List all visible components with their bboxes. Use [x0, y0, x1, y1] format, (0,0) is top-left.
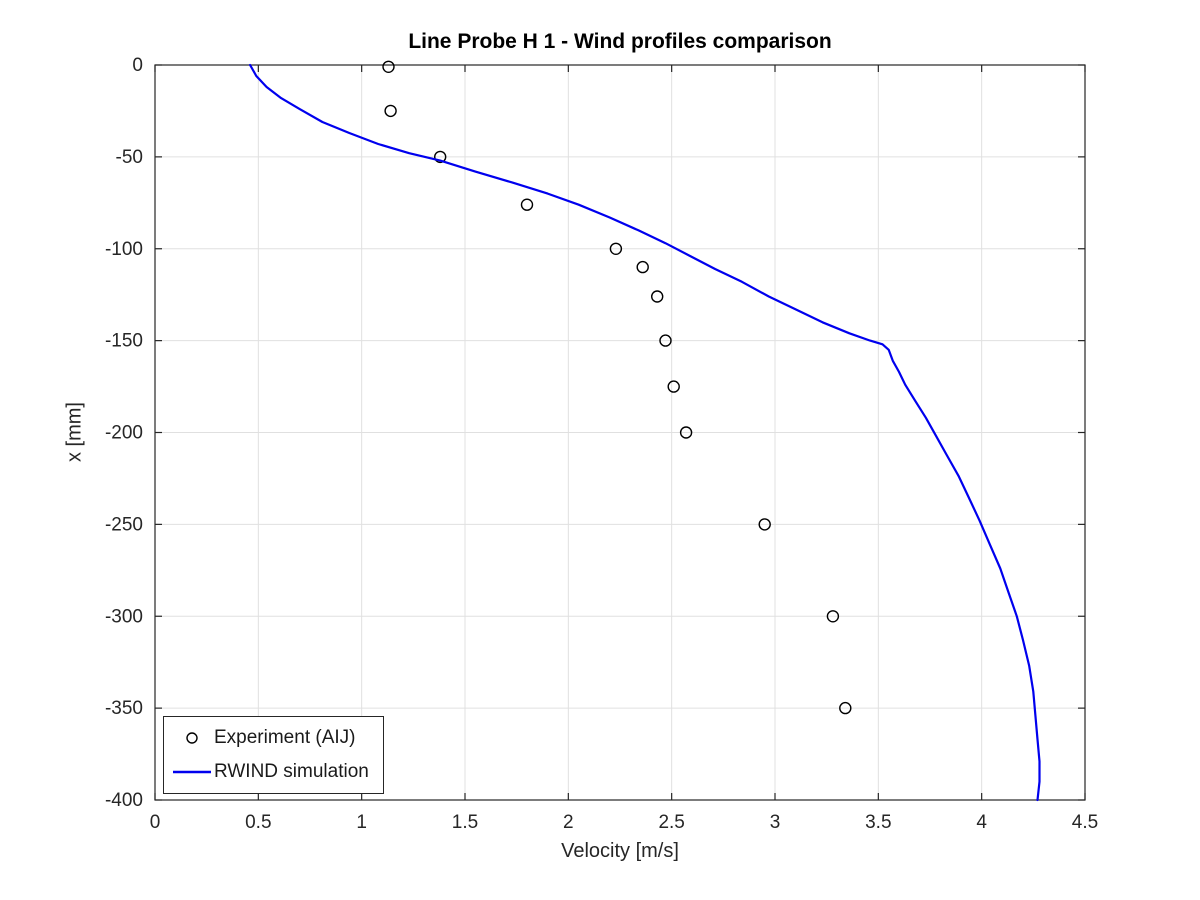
y-tick-label: -250: [105, 514, 143, 535]
y-tick-label: -50: [116, 147, 143, 168]
experiment-point: [520, 198, 534, 211]
y-tick-label: -200: [105, 423, 143, 444]
experiment-point: [609, 242, 623, 256]
experiment-point: [667, 380, 680, 393]
x-tick-label: 0.5: [245, 812, 271, 833]
y-tick-label: -300: [105, 606, 143, 627]
y-tick-label: -100: [105, 239, 143, 260]
experiment-point: [826, 610, 840, 623]
x-axis-label: Velocity [m/s]: [561, 840, 679, 862]
x-tick-label: 3: [770, 812, 781, 833]
experiment-point: [679, 426, 693, 439]
x-tick-label: 4.5: [1072, 812, 1098, 833]
legend-item-label: Experiment (AIJ): [214, 727, 356, 748]
legend-item-rwind: RWIND simulation: [170, 756, 369, 788]
x-tick-label: 1.5: [452, 812, 478, 833]
x-tick-label: 3.5: [865, 812, 891, 833]
experiment-point: [839, 701, 852, 715]
experiment-point: [636, 260, 649, 274]
experiment-point: [434, 150, 447, 164]
y-tick-label: -400: [105, 790, 143, 811]
y-tick-label: 0: [132, 55, 143, 76]
x-tick-label: 4: [976, 812, 987, 833]
y-tick-label: -150: [105, 331, 143, 352]
legend-item-label: RWIND simulation: [214, 761, 369, 782]
line-sample-icon: [170, 762, 214, 782]
experiment-point: [382, 60, 395, 74]
y-tick-label: -350: [105, 698, 143, 719]
chart-title: Line Probe H 1 - Wind profiles compariso…: [408, 30, 832, 53]
x-tick-label: 0: [150, 812, 161, 833]
rwind-simulation-line: [249, 63, 1041, 802]
experiment-point: [384, 104, 397, 118]
experiment-point: [651, 290, 664, 303]
x-tick-label: 2: [563, 812, 574, 833]
legend-box: Experiment (AIJ) RWIND simulation: [163, 716, 384, 794]
y-axis-label: x [mm]: [63, 402, 86, 462]
x-tick-label: 2.5: [658, 812, 684, 833]
legend-item-experiment: Experiment (AIJ): [170, 722, 369, 754]
experiment-point: [758, 518, 771, 531]
experiment-point: [659, 334, 672, 347]
circle-marker-icon: [170, 728, 214, 748]
x-tick-label: 1: [356, 812, 367, 833]
